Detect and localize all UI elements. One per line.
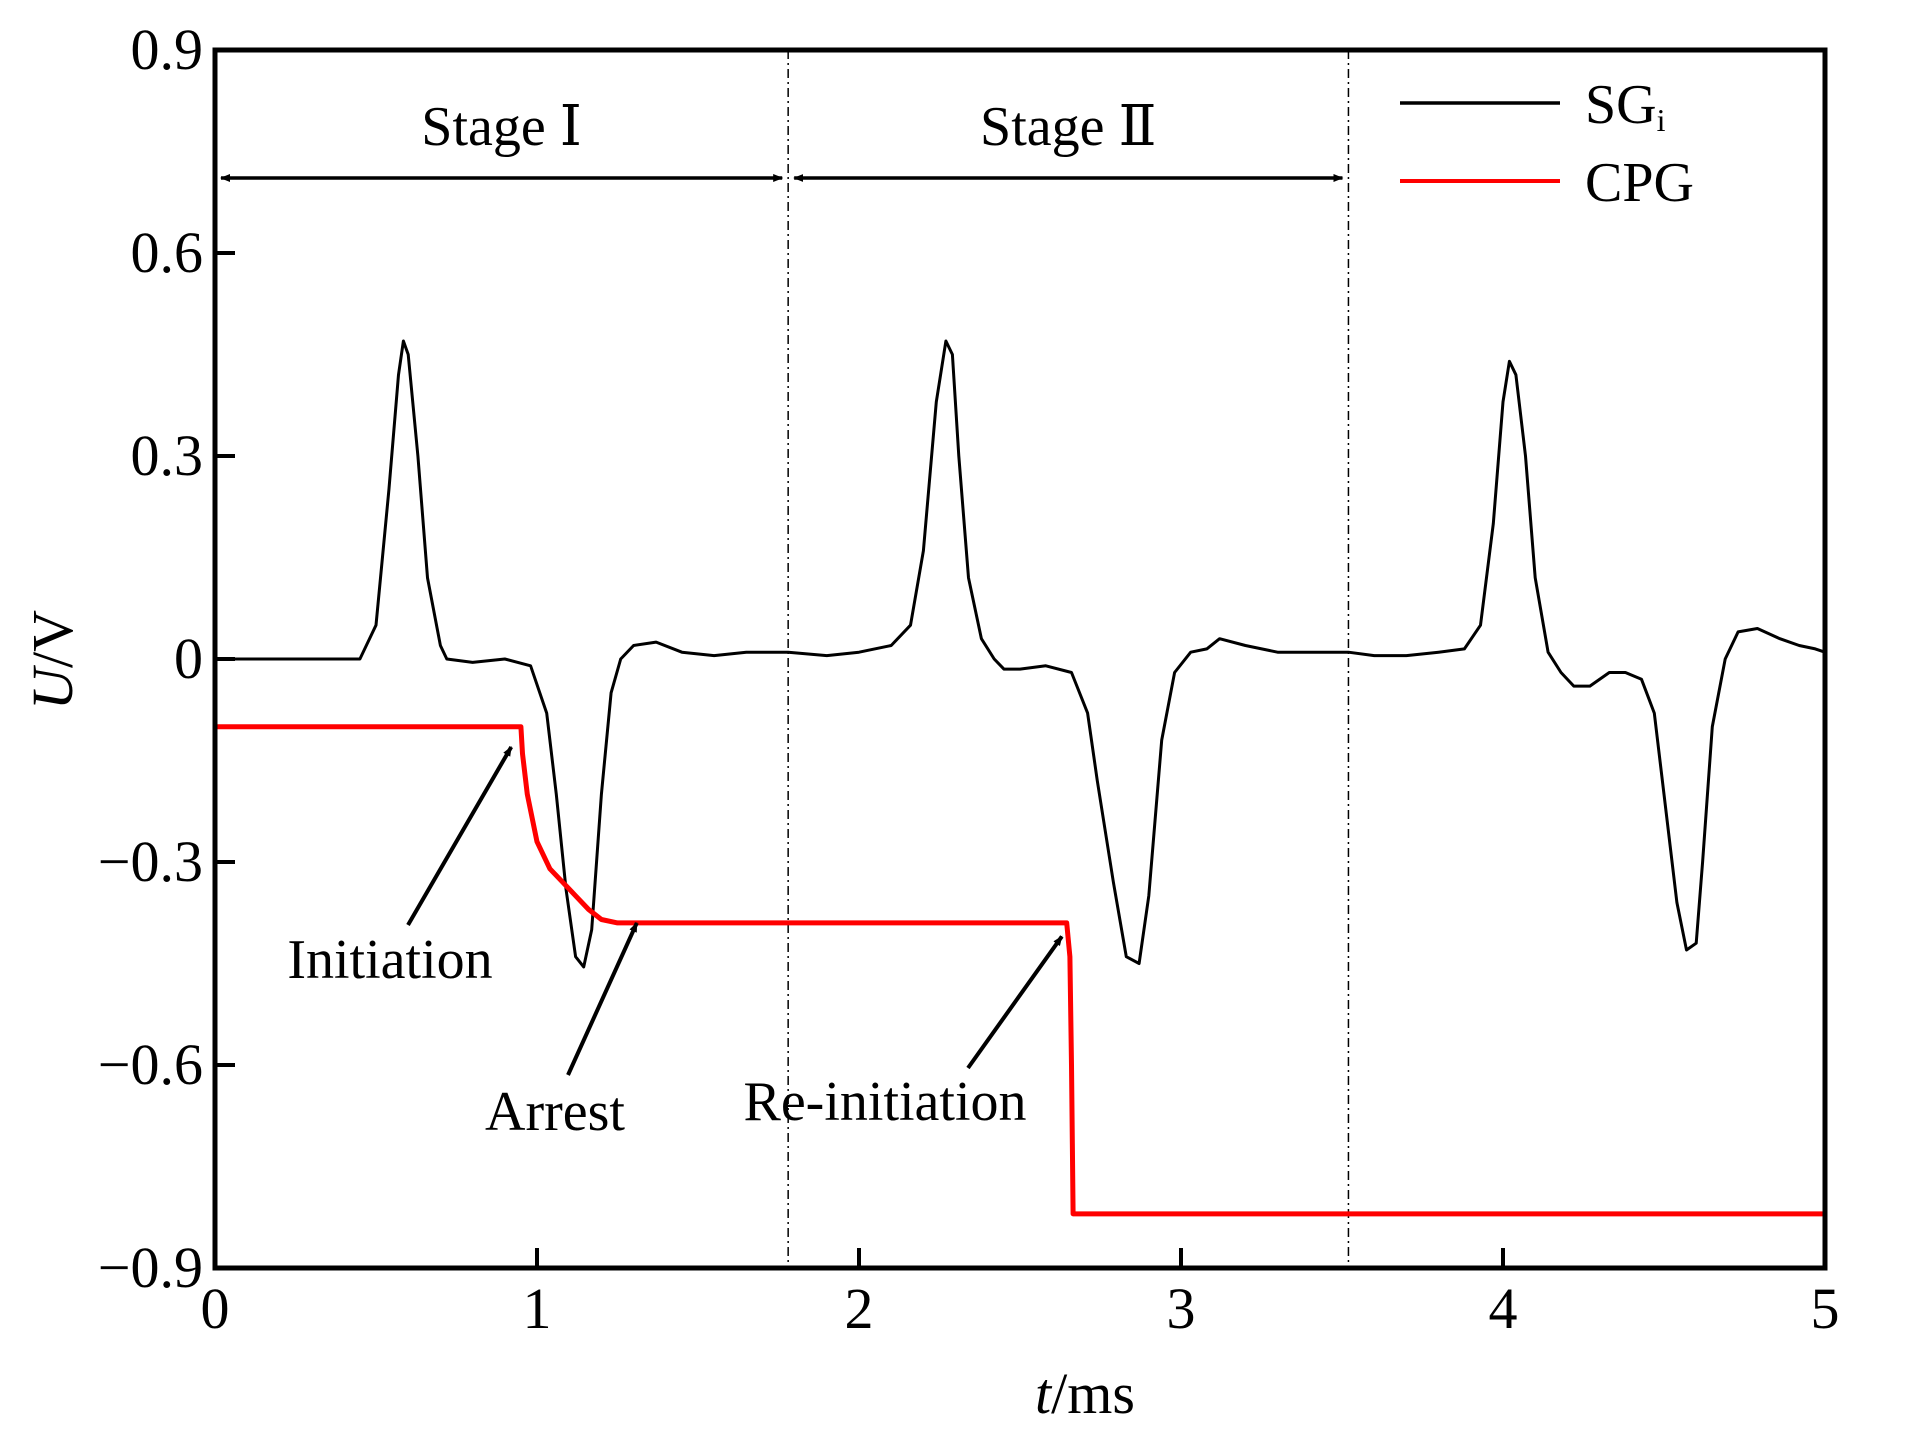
- y-axis-title: U/V: [20, 610, 85, 710]
- annotation-label-3: Re-initiation: [743, 1071, 1026, 1133]
- x-tick-label-3: 3: [1167, 1276, 1196, 1341]
- x-tick-label-4: 4: [1489, 1276, 1518, 1341]
- stage-label-1: Stage Ⅰ: [421, 96, 582, 158]
- annotation-label-2: Arrest: [485, 1081, 625, 1143]
- x-tick-label-0: 0: [201, 1276, 230, 1341]
- legend-label-cpg: CPG: [1585, 152, 1694, 214]
- x-tick-label-5: 5: [1811, 1276, 1840, 1341]
- y-tick-label-5: −0.6: [98, 1032, 203, 1097]
- stage-label-2: Stage Ⅱ: [980, 96, 1156, 158]
- x-tick-label-1: 1: [523, 1276, 552, 1341]
- y-axis-title-unit: /V: [20, 610, 85, 668]
- y-axis-title-var: U: [20, 664, 85, 710]
- y-tick-label-4: −0.3: [98, 829, 203, 894]
- x-tick-label-2: 2: [845, 1276, 874, 1341]
- y-tick-label-0: 0.9: [131, 17, 204, 82]
- series-line-sg: [215, 339, 1826, 969]
- annotation-label-1: Initiation: [287, 929, 492, 991]
- annotation-arrow-1: [406, 745, 513, 927]
- series-line-cpg: [215, 724, 1825, 1217]
- y-tick-label-2: 0.3: [131, 423, 204, 488]
- y-tick-label-3: 0: [174, 626, 203, 691]
- annotation-arrow-2: [566, 921, 639, 1076]
- y-tick-label-6: −0.9: [98, 1235, 203, 1300]
- legend-label-subscript: i: [1657, 102, 1666, 138]
- y-tick-label-1: 0.6: [131, 220, 204, 285]
- x-axis-title-unit: /ms: [1051, 1361, 1135, 1426]
- legend-label-sg: SGi: [1585, 74, 1666, 138]
- x-axis-title-var: t: [1035, 1361, 1053, 1426]
- annotation-arrow-3: [966, 935, 1064, 1070]
- x-axis-title: t/ms: [1035, 1361, 1135, 1426]
